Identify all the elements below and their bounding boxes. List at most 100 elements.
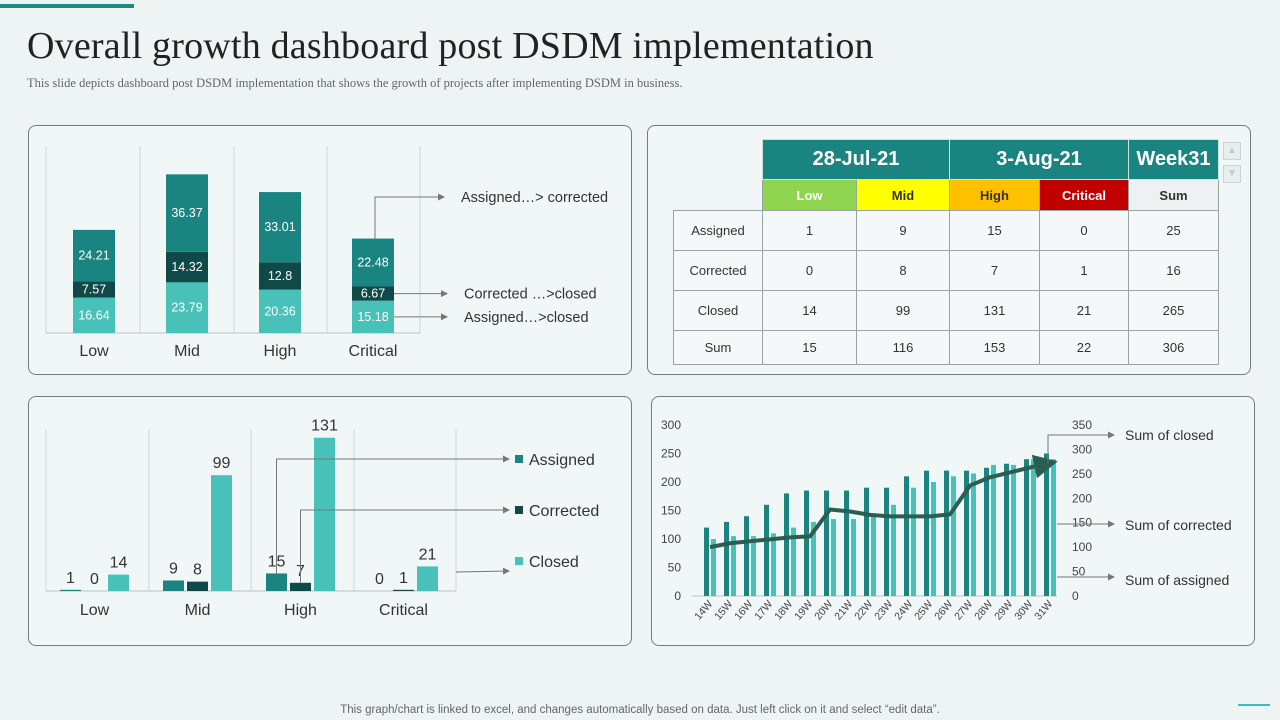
row-label: Sum	[673, 330, 763, 365]
bar-corrected	[751, 536, 756, 596]
x-tick-label: Mid	[174, 343, 200, 360]
y-tick-label-right: 50	[1072, 565, 1086, 579]
bar-assigned	[944, 470, 949, 596]
x-tick-label: 28W	[972, 598, 995, 622]
callout-line	[1047, 431, 1115, 464]
x-tick-label: High	[284, 602, 317, 619]
table-cell: 0	[762, 250, 857, 291]
bar-corrected	[1011, 464, 1016, 596]
y-tick-label-left: 200	[661, 475, 681, 489]
bar-value-label: 12.8	[268, 269, 292, 283]
y-tick-label-right: 350	[1072, 418, 1092, 432]
table-subheader-low: Low	[762, 179, 857, 211]
bar-corrected	[871, 513, 876, 596]
callout-line	[276, 455, 510, 574]
callout-line	[300, 506, 510, 583]
x-tick-label: 20W	[812, 598, 835, 622]
bar-corrected	[951, 476, 956, 596]
bar-segment	[259, 262, 301, 290]
bar-assigned	[1024, 459, 1029, 596]
stacked-chart-panel: 16.64 7.57 24.21 Low 23.79 14.32 36.37 Mid 20.36…	[28, 125, 632, 375]
y-tick-label-right: 300	[1072, 442, 1092, 456]
scroll-up-icon[interactable]: ▲	[1223, 142, 1241, 160]
bar-value-label: 9	[169, 560, 178, 577]
bar-corrected	[771, 533, 776, 596]
table-cell: 16	[1128, 250, 1219, 291]
row-label: Closed	[673, 290, 763, 331]
x-tick-label: 16W	[732, 598, 755, 622]
y-tick-label-left: 100	[661, 532, 681, 546]
bar-value-label: 131	[311, 418, 338, 435]
table-cell: 1	[1039, 250, 1129, 291]
bar-segment	[73, 281, 115, 298]
x-tick-label: 26W	[932, 598, 955, 622]
bar-value-label: 8	[193, 562, 202, 579]
stacked-bar-chart[interactable]: 16.64 7.57 24.21 Low 23.79 14.32 36.37 Mid 20.36…	[29, 126, 631, 374]
table-header-date-2: 3-Aug-21	[949, 139, 1129, 180]
legend-swatch	[515, 557, 523, 565]
bar	[393, 589, 414, 591]
footer-note: This graph/chart is linked to excel, and…	[340, 704, 940, 716]
y-tick-label-right: 0	[1072, 589, 1079, 603]
bar	[187, 581, 208, 591]
y-tick-label-left: 250	[661, 447, 681, 461]
table-cell: 153	[949, 330, 1040, 365]
legend-label: Sum of corrected	[1125, 517, 1232, 533]
table-row: Closed 14 99 131 21 265	[673, 290, 1219, 331]
table-cell: 8	[856, 250, 950, 291]
table-cell: 306	[1128, 330, 1219, 365]
bar-segment	[166, 174, 208, 252]
bar-value-label: 0	[90, 571, 99, 588]
table-cell: 14	[762, 290, 857, 331]
bar	[60, 589, 81, 591]
table-cell: 0	[1039, 210, 1129, 251]
row-label: Assigned	[673, 210, 763, 251]
callout-line	[374, 193, 445, 239]
bar-value-label: 1	[66, 570, 75, 587]
bar-corrected	[1031, 459, 1036, 596]
table-cell: 9	[856, 210, 950, 251]
table-cell: 15	[762, 330, 857, 365]
x-tick-label: 24W	[892, 598, 915, 622]
weekly-combo-chart[interactable]: 0 50 100 150 200 250 300 0 50 100 150 200 250 300 350 1…	[652, 397, 1254, 645]
bar-value-label: 21	[419, 546, 437, 563]
y-tick-label-right: 200	[1072, 491, 1092, 505]
x-tick-label: Low	[79, 343, 109, 360]
y-tick-label-left: 300	[661, 418, 681, 432]
bar-corrected	[831, 519, 836, 596]
table-cell: 99	[856, 290, 950, 331]
bar-assigned	[804, 490, 809, 596]
table-row: Corrected 0 8 7 1 16	[673, 250, 1219, 291]
bar-value-label: 15.18	[357, 310, 388, 324]
x-tick-label: 19W	[792, 598, 815, 622]
scroll-down-icon[interactable]: ▼	[1223, 165, 1241, 183]
x-tick-label: Low	[80, 602, 110, 619]
bar-assigned	[964, 470, 969, 596]
x-tick-label: 15W	[712, 598, 735, 622]
bar-segment	[166, 251, 208, 283]
x-tick-label: 27W	[952, 598, 975, 622]
x-tick-label: 14W	[692, 598, 715, 622]
bar-segment	[352, 238, 394, 287]
bar-corrected	[811, 521, 816, 596]
bar-value-label: 33.01	[264, 220, 295, 234]
bar-segment	[166, 282, 208, 333]
table-cell: 25	[1128, 210, 1219, 251]
bar-assigned	[924, 470, 929, 596]
legend-swatch	[515, 506, 523, 514]
bar-value-label: 14.32	[171, 260, 202, 274]
accent-line-bottom	[1238, 704, 1270, 706]
bar-assigned	[704, 527, 709, 596]
bar-corrected	[991, 464, 996, 596]
legend-label: Assigned	[529, 452, 595, 469]
table-cell: 116	[856, 330, 950, 365]
legend-label: Corrected	[529, 503, 599, 520]
x-tick-label: 29W	[992, 598, 1015, 622]
bar-assigned	[824, 490, 829, 596]
bar-value-label: 22.48	[357, 256, 388, 270]
x-tick-label: 25W	[912, 598, 935, 622]
bar-corrected	[711, 539, 716, 596]
table-panel: 28-Jul-21 3-Aug-21 Week31 Low Mid High C…	[647, 125, 1251, 375]
table-cell: 21	[1039, 290, 1129, 331]
